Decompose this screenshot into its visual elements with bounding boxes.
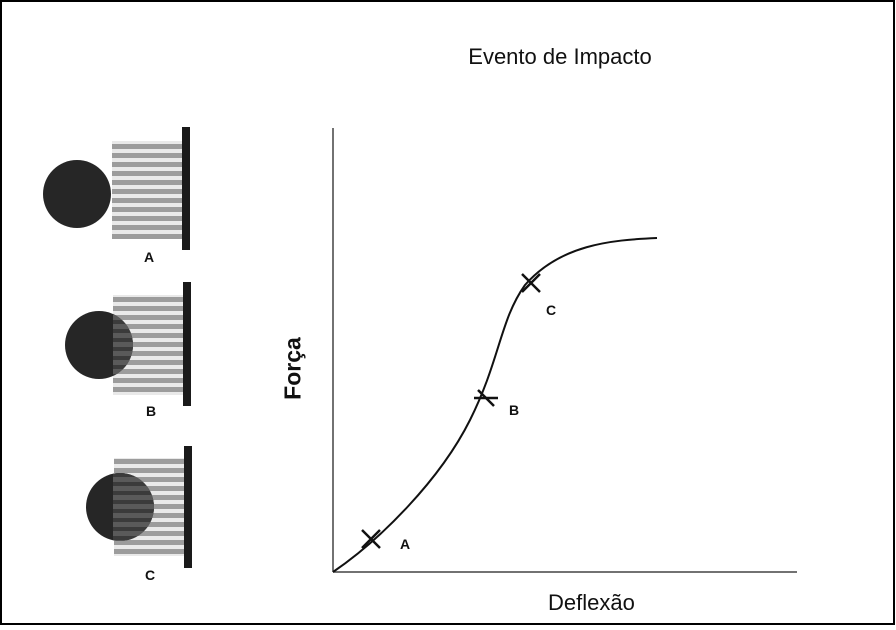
foam-bars [112, 141, 182, 239]
marker-b: B [474, 389, 519, 418]
panel-a: A [43, 127, 190, 265]
ball-overlap [113, 314, 133, 376]
y-axis-label: Força [279, 337, 306, 400]
panel-b: B [65, 282, 191, 419]
panel-label: C [145, 567, 155, 583]
marker-a: A [361, 529, 410, 552]
point-label: B [509, 402, 519, 418]
diagram-title: Evento de Impacto [468, 44, 652, 69]
panel-c: C [86, 446, 192, 583]
point-label: C [546, 302, 556, 318]
panel-label: B [146, 403, 156, 419]
ball [43, 160, 111, 228]
wall [183, 282, 191, 406]
ball-overlap [113, 473, 154, 541]
x-axis-label: Deflexão [548, 590, 635, 615]
panel-label: A [144, 249, 154, 265]
wall [182, 127, 190, 250]
force-deflection-curve [332, 237, 658, 573]
wall [184, 446, 192, 568]
marker-c: C [521, 273, 556, 318]
point-label: A [400, 536, 410, 552]
